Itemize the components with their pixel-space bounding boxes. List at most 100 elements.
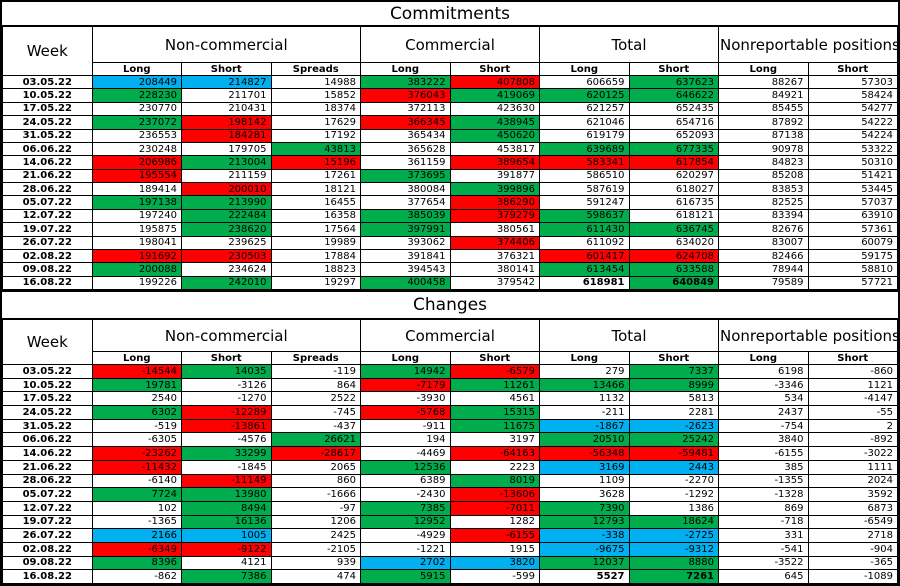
week-cell: 26.07.22 xyxy=(2,528,93,543)
value-cell: -119 xyxy=(270,364,361,379)
table-row: 12.07.22 102 8494 -97 7385 -7011 7390 1386 869 68… xyxy=(2,500,898,516)
value-cell: 242010 xyxy=(181,275,272,290)
value-cell: 17192 xyxy=(270,128,361,143)
value-cell: 236553 xyxy=(91,128,182,143)
value-cell: 54222 xyxy=(807,115,898,130)
week-column-header: Week xyxy=(2,319,93,365)
value-cell: 2065 xyxy=(270,459,361,475)
value-cell: 1005 xyxy=(181,528,272,543)
column-header: Long xyxy=(718,62,809,76)
value-cell: 534 xyxy=(718,391,809,407)
value-cell: 620297 xyxy=(628,168,719,184)
value-cell: -7179 xyxy=(360,377,451,393)
value-cell: -911 xyxy=(360,418,451,434)
value-cell: 639689 xyxy=(539,141,630,157)
group-header: Total xyxy=(539,319,719,352)
value-cell: 621257 xyxy=(539,101,630,117)
value-cell: 7390 xyxy=(539,500,630,516)
week-cell: 31.05.22 xyxy=(2,128,93,143)
value-cell: -3346 xyxy=(718,377,809,393)
week-column-header: Week xyxy=(2,26,93,76)
value-cell: 2540 xyxy=(91,391,182,407)
value-cell: 82466 xyxy=(718,248,809,264)
value-cell: 365628 xyxy=(360,141,451,157)
changes-table: Week Non-commercial Commercial Total Nonrepo… xyxy=(2,319,898,584)
value-cell: -2105 xyxy=(270,541,361,557)
value-cell: -5768 xyxy=(360,405,451,420)
value-cell: -860 xyxy=(807,364,898,379)
value-cell: 385039 xyxy=(360,208,451,224)
value-cell: 450620 xyxy=(449,128,540,143)
value-cell: 1915 xyxy=(449,541,540,557)
value-cell: -14544 xyxy=(91,364,182,379)
value-cell: 194 xyxy=(360,432,451,448)
value-cell: -3930 xyxy=(360,391,451,407)
table-row: 28.06.22 -6140 -11149 860 6389 8019 1109 -2270-… xyxy=(2,473,898,489)
value-cell: -754 xyxy=(718,418,809,434)
value-cell: 391841 xyxy=(360,248,451,264)
value-cell: 85208 xyxy=(718,168,809,184)
group-header: Nonreportable positions xyxy=(718,26,898,63)
value-cell: 12793 xyxy=(539,514,630,530)
week-cell: 24.05.22 xyxy=(2,405,93,420)
value-cell: 57037 xyxy=(807,195,898,210)
week-cell: 05.07.22 xyxy=(2,195,93,210)
week-cell: 06.06.22 xyxy=(2,432,93,448)
value-cell: -892 xyxy=(807,432,898,448)
value-cell: 634020 xyxy=(628,235,719,250)
value-cell: 63910 xyxy=(807,208,898,224)
value-cell: 377654 xyxy=(360,195,451,210)
value-cell: 13980 xyxy=(181,487,272,502)
value-cell: 179705 xyxy=(181,141,272,157)
value-cell: 11675 xyxy=(449,418,540,434)
value-cell: 51421 xyxy=(807,168,898,184)
value-cell: -3022 xyxy=(807,446,898,461)
value-cell: 645 xyxy=(718,569,809,584)
value-cell: 195554 xyxy=(91,168,182,184)
value-cell: 400458 xyxy=(360,275,451,290)
value-cell: 12952 xyxy=(360,514,451,530)
value-cell: 25242 xyxy=(628,432,719,448)
value-cell: -2725 xyxy=(628,528,719,543)
value-cell: 239625 xyxy=(181,235,272,250)
value-cell: -97 xyxy=(270,500,361,516)
table-row: 06.06.22 230248 179705 43813 365628 453817 639… xyxy=(2,141,898,157)
value-cell: 361159 xyxy=(360,155,451,170)
value-cell: 7261 xyxy=(628,569,719,584)
value-cell: -2623 xyxy=(628,418,719,434)
value-cell: 2281 xyxy=(628,405,719,420)
table-row: 03.05.22 208449 214827 14988 383222 407808 606… xyxy=(2,74,898,90)
value-cell: 3169 xyxy=(539,459,630,475)
value-cell: 58810 xyxy=(807,262,898,277)
value-cell: -64163 xyxy=(449,446,540,461)
column-header: Long xyxy=(91,62,182,76)
value-cell: -6579 xyxy=(449,364,540,379)
value-cell: 279 xyxy=(539,364,630,379)
value-cell: -3522 xyxy=(718,555,809,571)
value-cell: 88267 xyxy=(718,74,809,90)
column-header: Short xyxy=(449,351,540,365)
value-cell: 14942 xyxy=(360,364,451,379)
value-cell: 206986 xyxy=(91,155,182,170)
value-cell: 391877 xyxy=(449,168,540,184)
value-cell: 8396 xyxy=(91,555,182,571)
value-cell: 195875 xyxy=(91,222,182,237)
value-cell: 54277 xyxy=(807,101,898,117)
value-cell: -3126 xyxy=(181,377,272,393)
value-cell: -6140 xyxy=(91,473,182,489)
value-cell: 8494 xyxy=(181,500,272,516)
value-cell: 13466 xyxy=(539,377,630,393)
value-cell: 197240 xyxy=(91,208,182,224)
value-cell: 85455 xyxy=(718,101,809,117)
table-row: 19.07.22 -1365 16136 1206 12952 1282 12793 1862… xyxy=(2,514,898,530)
changes-section: Changes Week Non-commercial Commercial Tota… xyxy=(2,290,898,584)
value-cell: 365434 xyxy=(360,128,451,143)
value-cell: 19297 xyxy=(270,275,361,290)
value-cell: 213990 xyxy=(181,195,272,210)
value-cell: 419069 xyxy=(449,88,540,103)
value-cell: -6349 xyxy=(91,541,182,557)
value-cell: 2718 xyxy=(807,528,898,543)
value-cell: 58424 xyxy=(807,88,898,103)
value-cell: 60079 xyxy=(807,235,898,250)
value-cell: 7386 xyxy=(181,569,272,584)
